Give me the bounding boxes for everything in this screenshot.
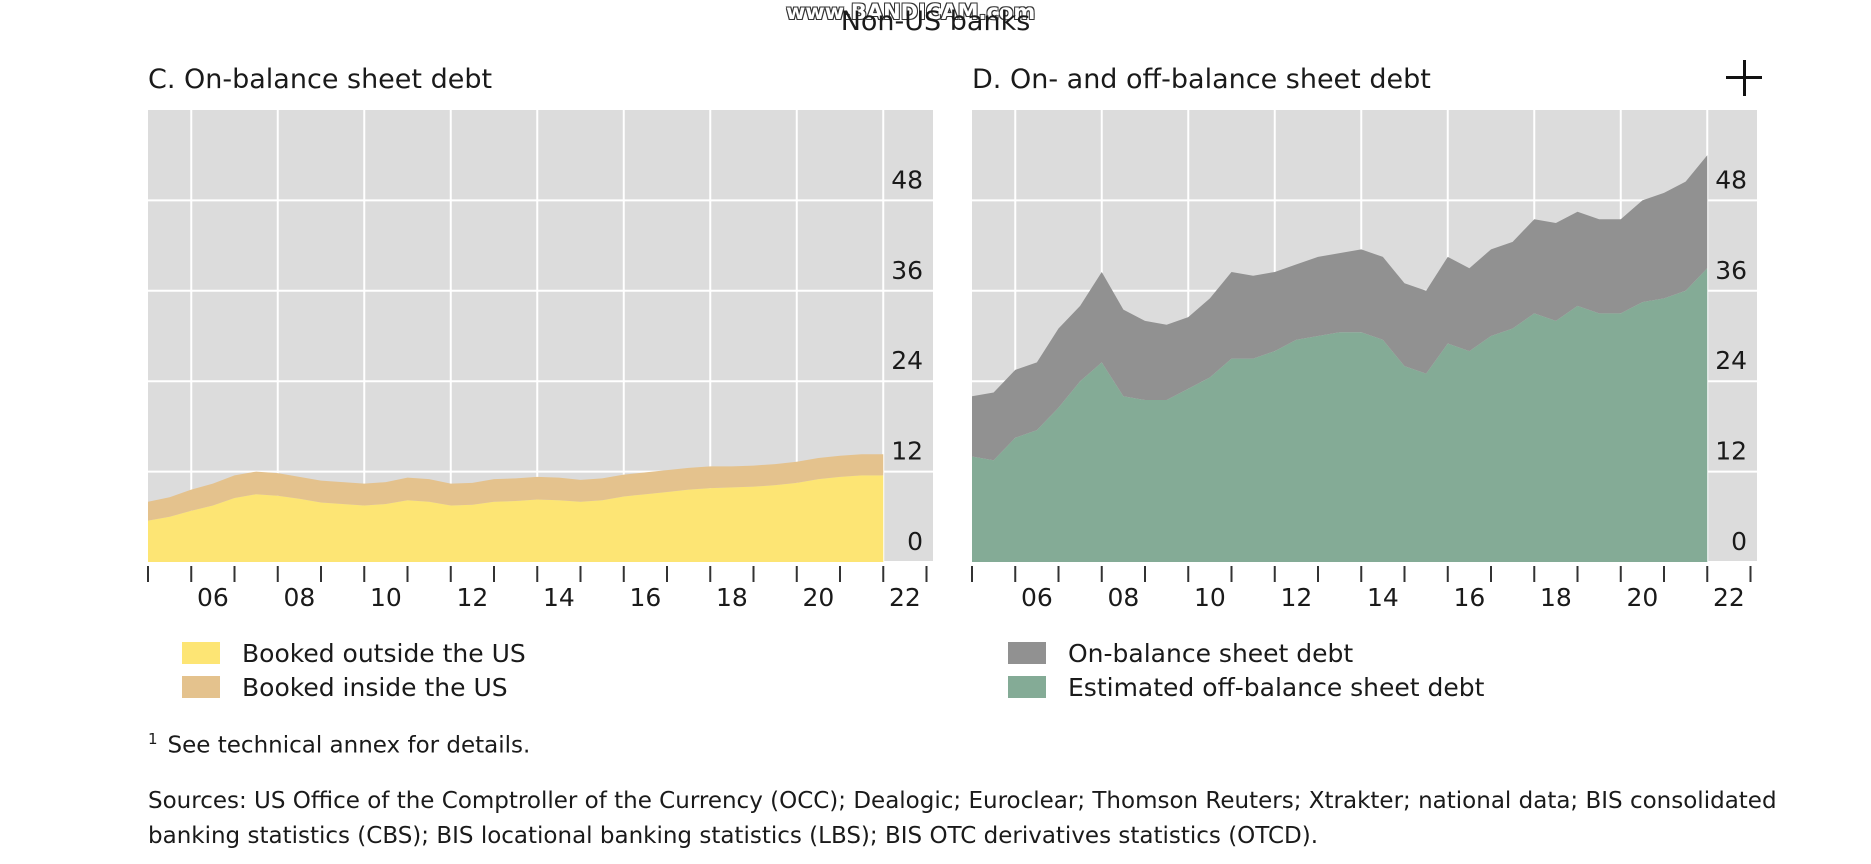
x-tick-label: 08: [283, 583, 315, 612]
x-tick-label: 20: [1626, 583, 1658, 612]
x-tick-label: 22: [889, 583, 921, 612]
x-tick-label: 16: [1453, 583, 1485, 612]
legend-label: Booked outside the US: [242, 638, 526, 668]
y-tick-label: 36: [891, 256, 923, 285]
legend-label: Booked inside the US: [242, 672, 508, 702]
legend-swatch: [182, 642, 220, 664]
legend-swatch: [1008, 642, 1046, 664]
y-tick-label: 36: [1715, 256, 1747, 285]
y-tick-label: 48: [1715, 165, 1747, 194]
legend-item: On-balance sheet debt: [1008, 636, 1484, 670]
legend-item: Booked inside the US: [182, 670, 526, 704]
area-series-1: [972, 268, 1708, 562]
sources-text: Sources: US Office of the Comptroller of…: [148, 788, 1777, 849]
watermark: www.BANDICAM.com: [786, 0, 1036, 24]
panel-d-title: D. On- and off-balance sheet debt: [972, 64, 1431, 95]
y-tick-label: 24: [1715, 346, 1747, 375]
x-tick-label: 18: [716, 583, 748, 612]
x-tick-label: 18: [1540, 583, 1572, 612]
x-tick-label: 14: [543, 583, 575, 612]
y-tick-label: 12: [891, 437, 923, 466]
x-tick-label: 10: [370, 583, 402, 612]
area-series-2: [972, 155, 1708, 461]
footnote-marker: 1: [148, 730, 158, 748]
super-title: Non-US banks: [840, 6, 1031, 37]
legend-label: Estimated off-balance sheet debt: [1068, 672, 1485, 702]
x-tick-label: 20: [802, 583, 834, 612]
legend-swatch: [1008, 676, 1046, 698]
x-tick-label: 10: [1194, 583, 1226, 612]
chart-c: 0 12 24 36 48 06 08 10 12 14 16 18 20 22: [147, 110, 933, 612]
y-tick-label: 0: [907, 527, 923, 556]
legend-d: On-balance sheet debt Estimated off-bala…: [1008, 636, 1484, 704]
footnote: 1 See technical annex for details.: [148, 730, 530, 759]
y-tick-label: 24: [891, 346, 923, 375]
legend-item: Estimated off-balance sheet debt: [1008, 670, 1484, 704]
x-tick-label: 14: [1367, 583, 1399, 612]
x-tick-label: 08: [1107, 583, 1139, 612]
legend-item: Booked outside the US: [182, 636, 526, 670]
y-tick-label: 12: [1715, 437, 1747, 466]
x-tick-label: 12: [1280, 583, 1312, 612]
legend-swatch: [182, 676, 220, 698]
panel-c-title: C. On-balance sheet debt: [148, 64, 493, 95]
legend-c: Booked outside the US Booked inside the …: [182, 636, 526, 704]
x-tick-label: 12: [456, 583, 488, 612]
x-tick-label: 06: [197, 583, 229, 612]
x-tick-label: 06: [1021, 583, 1053, 612]
y-tick-label: 48: [891, 165, 923, 194]
chart-d: 0 12 24 36 48 06 08 10 12 14 16 18 20 22: [971, 110, 1757, 612]
x-tick-label: 16: [629, 583, 661, 612]
legend-label: On-balance sheet debt: [1068, 638, 1354, 668]
area-series-2: [148, 454, 884, 521]
y-tick-label: 0: [1731, 527, 1747, 556]
x-tick-label: 22: [1713, 583, 1745, 612]
area-series-1: [148, 475, 884, 562]
footnote-text: See technical annex for details.: [167, 732, 531, 759]
crosshair-icon[interactable]: [1726, 60, 1762, 96]
